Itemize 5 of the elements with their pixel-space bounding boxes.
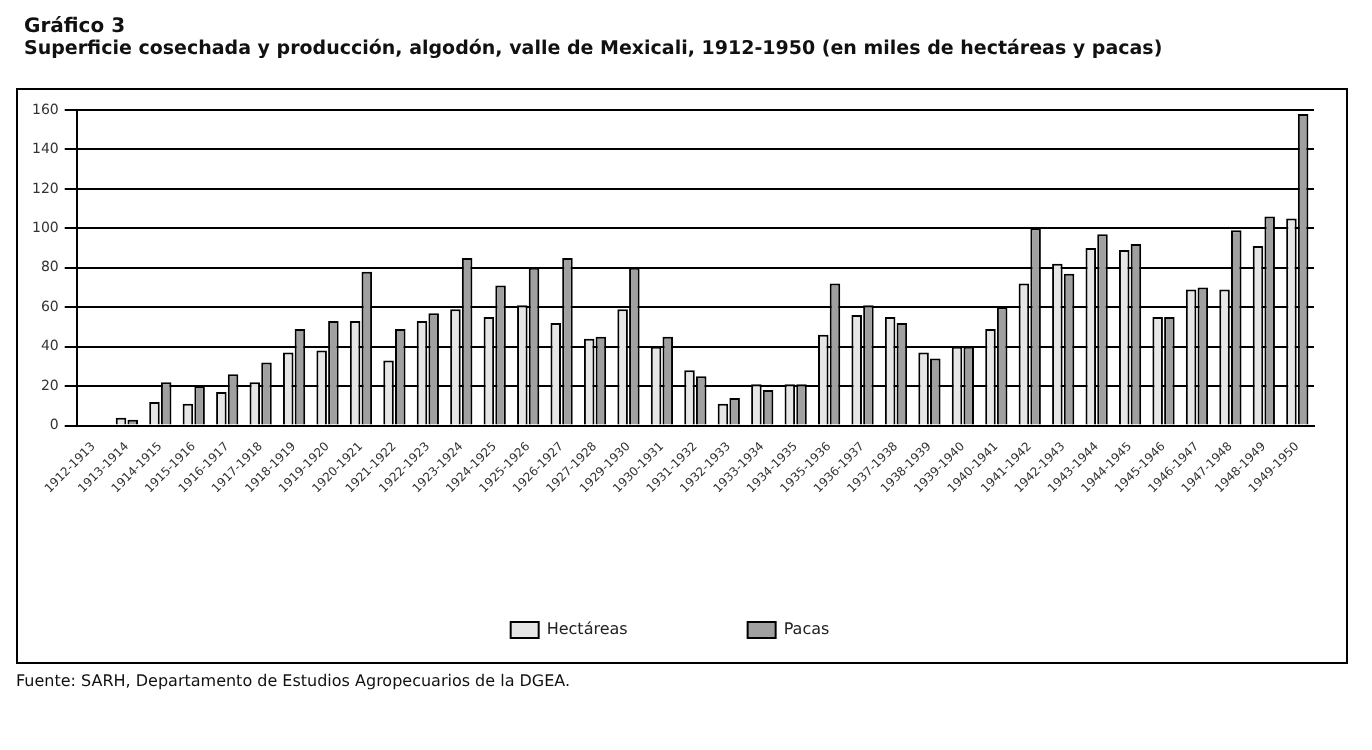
source-note: Fuente: SARH, Departamento de Estudios Agropecuarios de la DGEA. [16,672,573,690]
chart-subtitle: Superficie cosechada y producción, algodón, valle de Mexicali, 1912-1950 (en miles de hectáreas y pacas) [24,38,1165,60]
chart-title: Gráfico 3 [24,16,128,38]
legend-label: Hectáreas [546,620,628,639]
legend-label: Pacas [783,620,830,639]
